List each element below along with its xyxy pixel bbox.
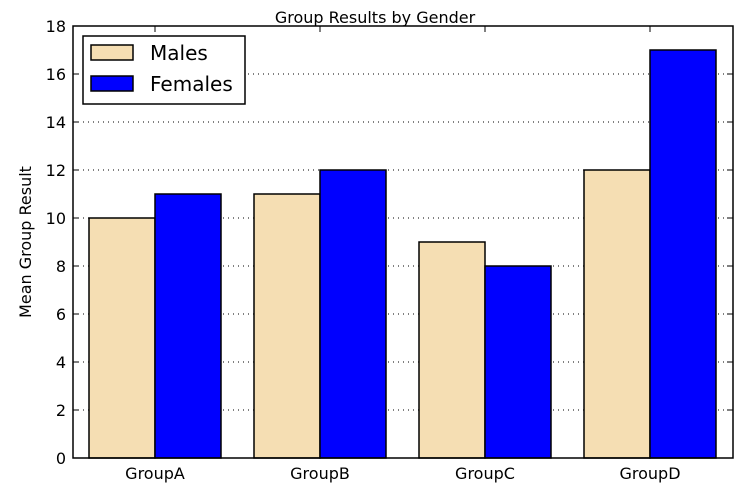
y-tick-label: 18	[46, 17, 66, 36]
bar-males-groupd	[583, 169, 651, 459]
bar-males-groupa	[88, 217, 156, 459]
x-tick-label: GroupC	[455, 464, 515, 483]
y-tick-label: 14	[46, 113, 66, 132]
bar-males-groupb	[253, 193, 321, 459]
y-tick-label: 10	[46, 209, 66, 228]
bars	[88, 49, 717, 459]
bar-females-groupd	[649, 49, 717, 459]
axis-ticks	[73, 25, 733, 459]
chart-title: Group Results by Gender	[275, 8, 476, 27]
y-tick-label: 4	[56, 353, 66, 372]
y-axis-label: Mean Group Result	[16, 166, 35, 318]
legend-swatch-males	[90, 44, 134, 61]
y-tick-label: 12	[46, 161, 66, 180]
legend: Males Females	[82, 35, 246, 105]
x-tick-label: GroupB	[290, 464, 350, 483]
legend-label-males: Males	[150, 41, 208, 65]
y-tick-label: 16	[46, 65, 66, 84]
bar-males-groupc	[418, 241, 486, 459]
bar-females-groupa	[154, 193, 222, 459]
y-tick-label: 2	[56, 401, 66, 420]
y-tick-label: 6	[56, 305, 66, 324]
x-tick-labels: GroupA GroupB GroupC GroupD	[125, 464, 680, 483]
x-tick-label: GroupA	[125, 464, 185, 483]
bar-females-groupb	[319, 169, 387, 459]
y-tick-label: 0	[56, 449, 66, 468]
plot-frame	[72, 25, 734, 459]
bar-females-groupc	[484, 265, 552, 459]
x-tick-label: GroupD	[619, 464, 680, 483]
legend-label-females: Females	[150, 72, 233, 96]
legend-swatch-females	[90, 75, 134, 92]
y-tick-labels: 0 2 4 6 8 10 12 14 16 18	[46, 17, 66, 468]
y-tick-label: 8	[56, 257, 66, 276]
